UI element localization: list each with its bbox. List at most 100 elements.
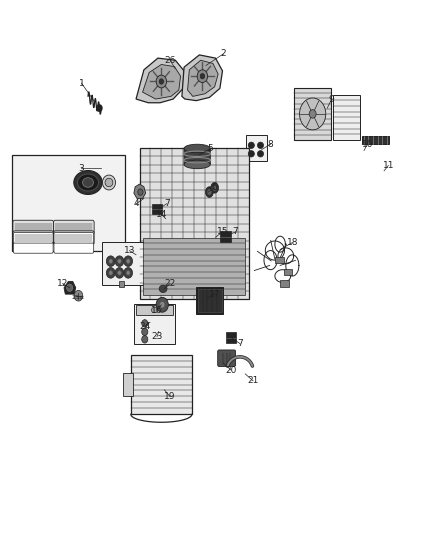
Circle shape [309,110,316,118]
Ellipse shape [184,144,210,153]
Bar [294,88,331,140]
Ellipse shape [248,142,254,149]
Text: 19: 19 [164,392,176,401]
Ellipse shape [82,177,93,187]
Ellipse shape [102,175,116,190]
Text: 15: 15 [217,228,228,237]
Text: 26: 26 [164,56,176,64]
FancyBboxPatch shape [13,232,53,243]
Circle shape [115,268,124,278]
Circle shape [115,256,124,266]
Text: 7: 7 [164,199,170,208]
FancyBboxPatch shape [13,231,53,245]
Text: 10: 10 [362,140,373,149]
Circle shape [124,256,133,266]
Circle shape [127,259,130,263]
Circle shape [118,259,121,263]
Circle shape [142,320,148,327]
Bar [362,136,389,144]
Bar [102,241,150,285]
Ellipse shape [78,174,99,191]
Bar [275,257,284,263]
Circle shape [142,328,148,336]
Text: 5: 5 [207,144,213,153]
Text: 1: 1 [78,78,85,87]
Ellipse shape [184,160,210,168]
Polygon shape [134,184,146,198]
Text: 16: 16 [151,305,163,314]
Ellipse shape [205,187,213,197]
Text: 17: 17 [209,289,220,298]
Bar [136,305,173,316]
Text: 20: 20 [226,366,237,375]
Circle shape [127,271,130,275]
Circle shape [197,70,208,83]
Text: 7: 7 [237,339,243,348]
FancyBboxPatch shape [54,243,94,253]
Polygon shape [187,60,218,96]
Circle shape [156,75,166,88]
Circle shape [118,271,121,275]
Polygon shape [64,281,76,294]
Ellipse shape [208,189,212,195]
Text: 24: 24 [139,321,150,330]
Ellipse shape [213,185,217,190]
Circle shape [106,256,115,266]
Text: 12: 12 [57,279,68,288]
Ellipse shape [74,171,102,195]
Polygon shape [152,204,162,214]
Circle shape [159,79,163,84]
Ellipse shape [211,182,219,193]
FancyBboxPatch shape [13,220,53,234]
Bar [280,280,289,287]
FancyBboxPatch shape [54,232,94,243]
Circle shape [156,297,168,312]
Bar [131,355,192,414]
Circle shape [200,74,205,79]
Text: 7: 7 [233,228,238,237]
FancyBboxPatch shape [218,350,236,367]
Polygon shape [12,155,125,251]
Text: 14: 14 [155,210,167,219]
Text: 6: 6 [212,183,218,192]
Bar [134,304,175,344]
FancyBboxPatch shape [13,243,53,253]
Ellipse shape [248,151,254,157]
FancyBboxPatch shape [53,231,94,245]
Ellipse shape [105,178,113,187]
Ellipse shape [151,308,158,313]
Text: 25≡: 25≡ [71,295,85,300]
FancyBboxPatch shape [53,220,94,234]
Bar [246,135,267,161]
Ellipse shape [159,285,167,293]
Text: 21: 21 [247,376,259,385]
Circle shape [300,98,326,130]
Polygon shape [184,146,210,167]
Text: 18: 18 [286,238,298,247]
Circle shape [106,268,115,278]
Polygon shape [226,333,237,343]
Circle shape [109,271,113,275]
Circle shape [67,284,73,292]
Text: 11: 11 [383,161,394,170]
Circle shape [97,105,102,111]
Text: 4: 4 [133,199,139,208]
Ellipse shape [258,142,264,149]
Bar [123,373,133,397]
Ellipse shape [258,151,264,157]
Circle shape [142,336,148,343]
Text: 22: 22 [165,279,176,288]
Text: 13: 13 [124,246,135,255]
Bar [284,269,292,275]
Text: 9: 9 [329,94,335,103]
Bar [333,95,360,140]
Text: 2: 2 [221,50,226,58]
Circle shape [159,302,165,308]
Bar [143,238,245,295]
Text: 8: 8 [268,140,273,149]
Polygon shape [143,64,180,99]
Text: 3: 3 [78,164,85,173]
Circle shape [138,189,143,195]
Polygon shape [220,231,231,242]
Polygon shape [136,58,184,103]
